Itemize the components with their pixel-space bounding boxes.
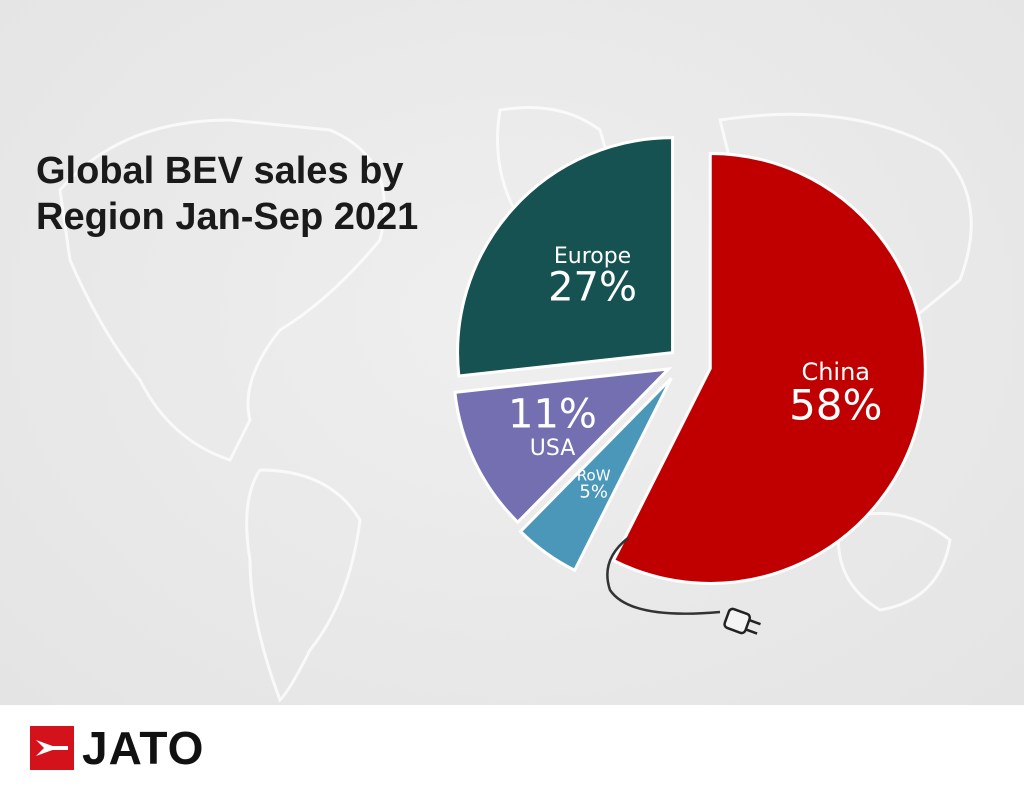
- pie-slice: [453, 367, 673, 525]
- pie-slice: [518, 377, 673, 573]
- slice-value-label: 11%: [508, 391, 597, 437]
- slice-value-label: 27%: [548, 265, 637, 311]
- logo-text: JATO: [82, 722, 205, 774]
- slice-name: China: [801, 358, 870, 386]
- slice-name: Europe: [554, 244, 631, 269]
- pie-slice: [611, 151, 927, 585]
- logo-icon: [30, 726, 74, 770]
- slice-name: RoW: [577, 466, 611, 484]
- slice-value-label: 5%: [579, 482, 608, 503]
- plug-icon: [723, 607, 761, 635]
- plug-cable: [606, 537, 721, 615]
- slice-name: USA: [530, 436, 576, 461]
- logo: JATO: [30, 722, 205, 774]
- pie-slice: [456, 136, 675, 378]
- chart-title: Global BEV sales by Region Jan-Sep 2021: [36, 150, 419, 238]
- slice-value-label: 58%: [789, 380, 882, 429]
